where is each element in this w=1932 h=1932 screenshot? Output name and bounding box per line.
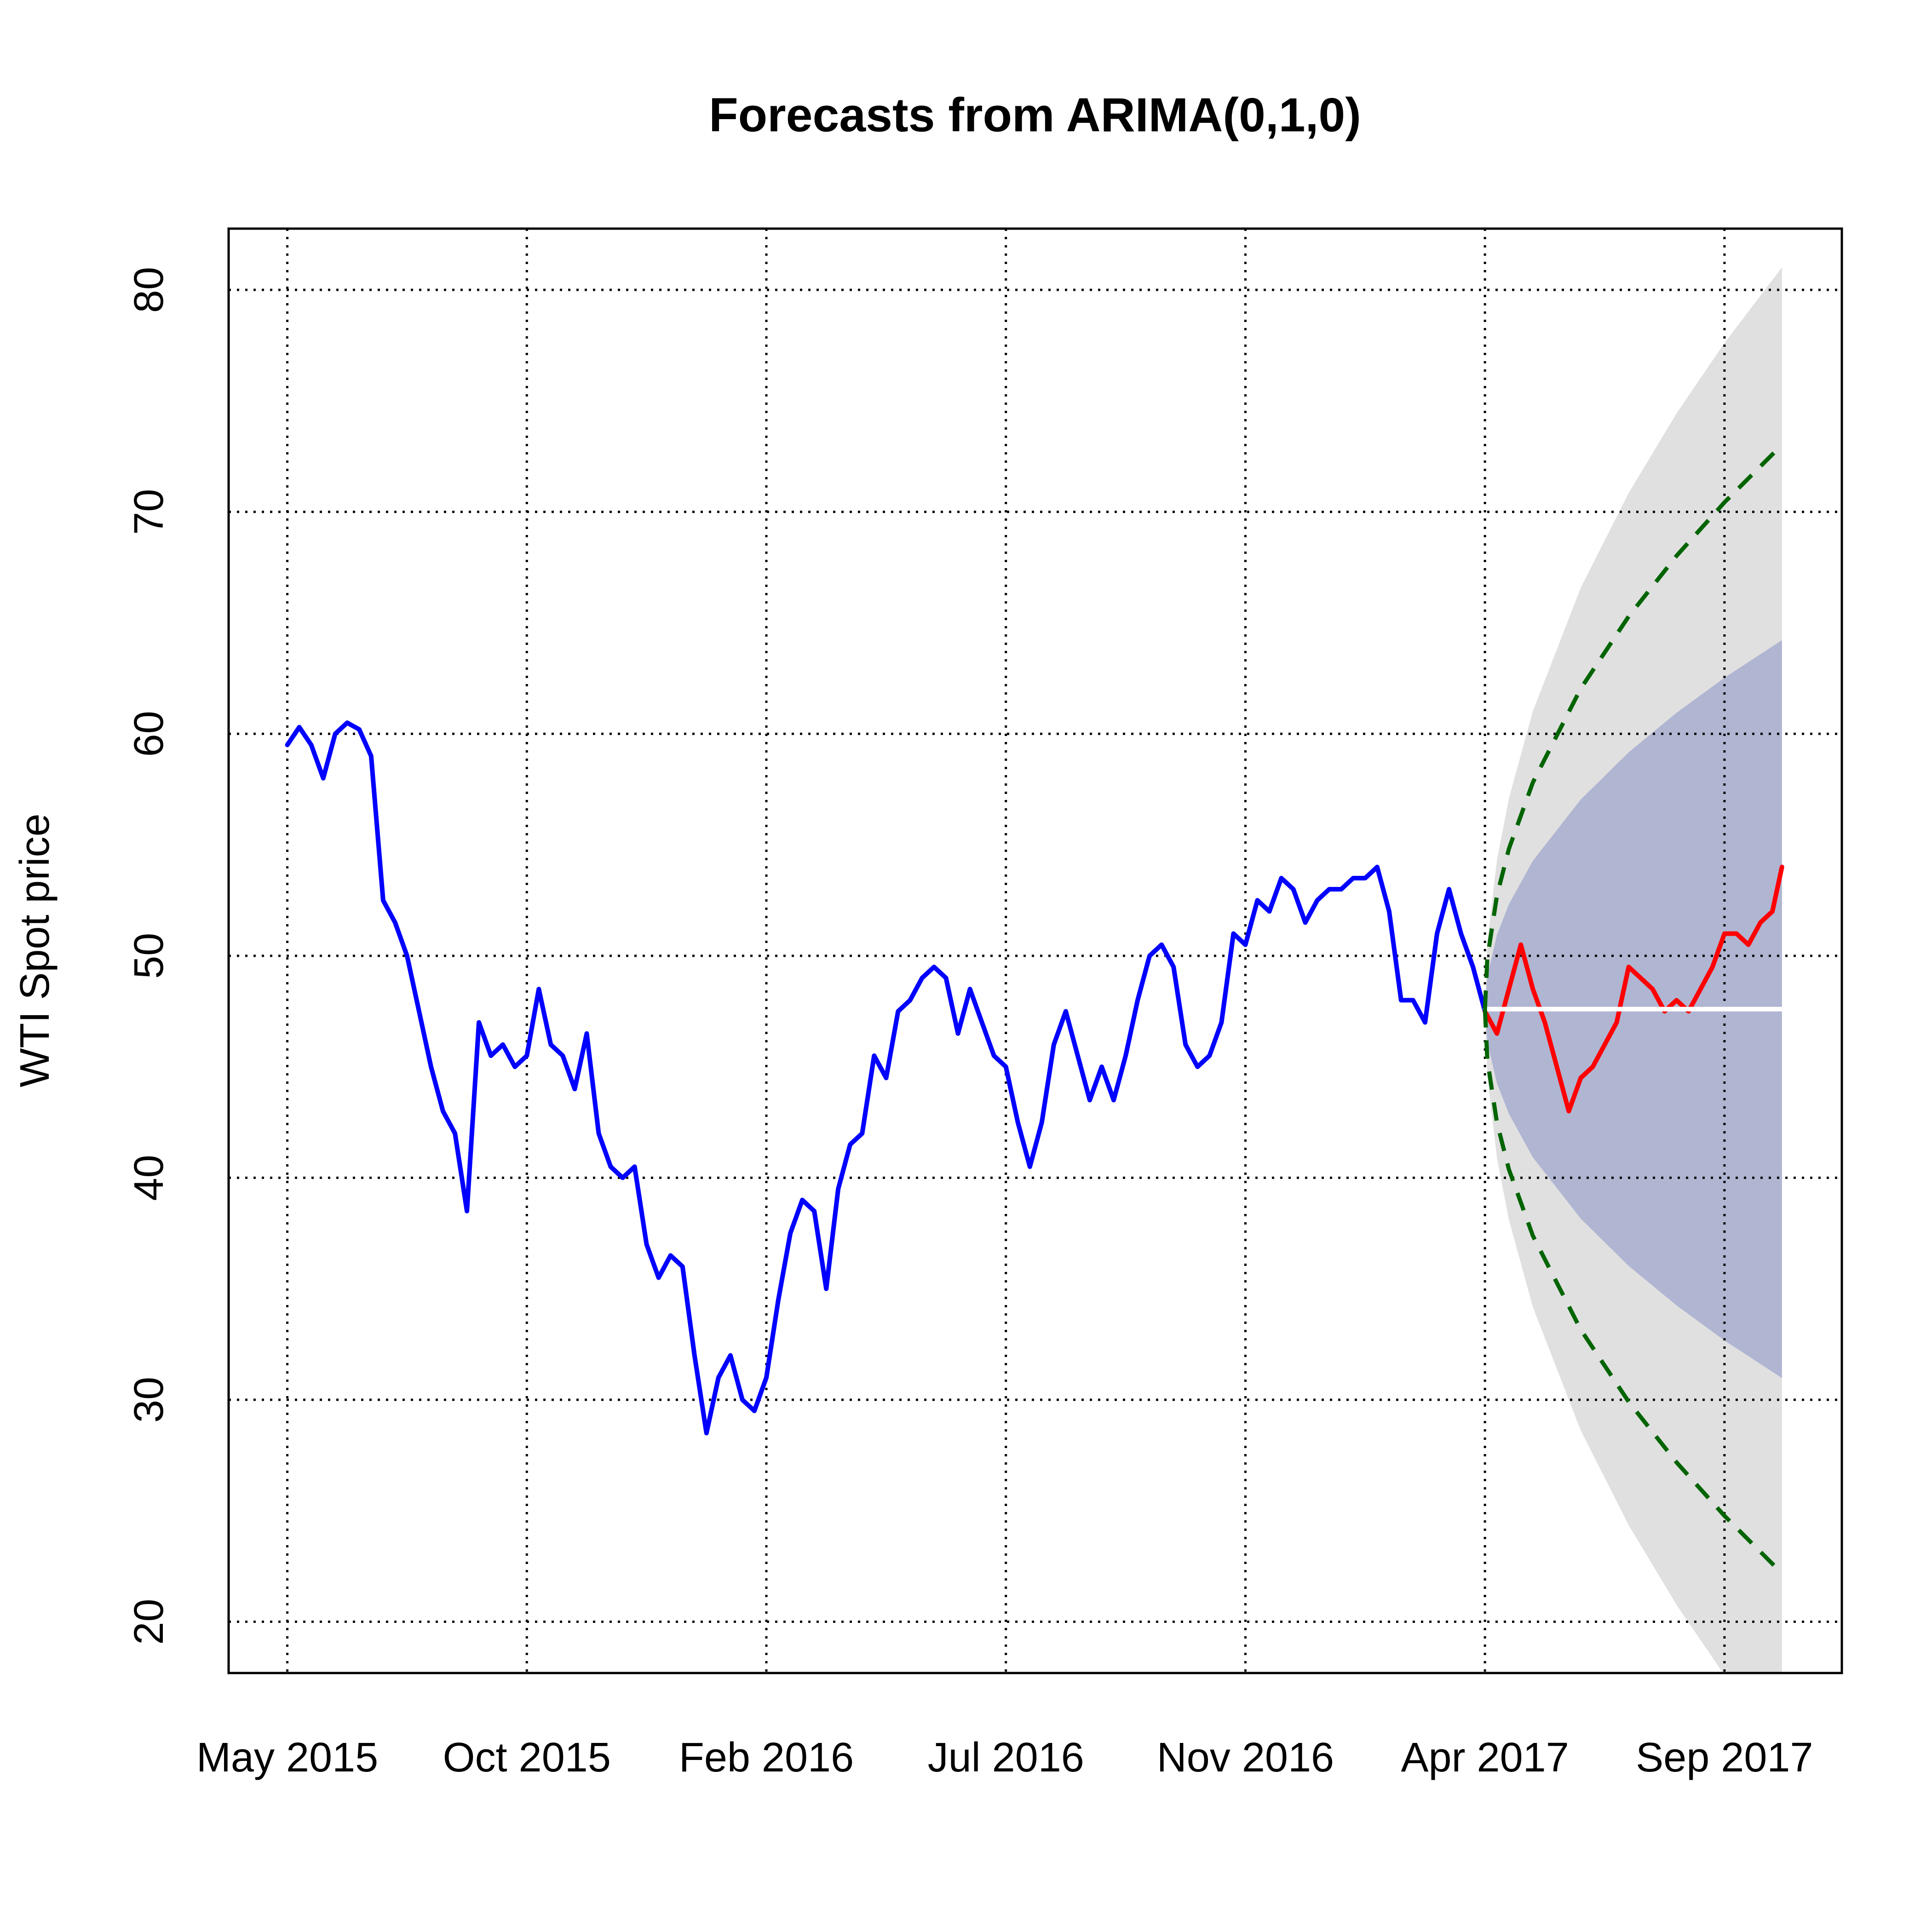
x-tick-label: Jul 2016 [928, 1735, 1084, 1781]
x-tick-label: Sep 2017 [1636, 1735, 1813, 1781]
y-tick-label: 60 [126, 711, 172, 757]
x-tick-label: Feb 2016 [679, 1735, 854, 1781]
y-axis-label: WTI Spot price [12, 813, 58, 1087]
interval-line [1483, 443, 1783, 1009]
plot-frame [227, 227, 1843, 1674]
series-line [1483, 864, 1784, 1114]
y-tick-label: 20 [126, 1598, 172, 1644]
x-tick-label: May 2015 [196, 1735, 378, 1781]
chart-title: Forecasts from ARIMA(0,1,0) [709, 88, 1361, 142]
plot-area [229, 229, 1842, 1673]
interval-line [1483, 1009, 1783, 1575]
x-tick-label: Apr 2017 [1401, 1735, 1569, 1781]
y-tick-label: 30 [126, 1377, 172, 1423]
x-tick-label: Oct 2015 [443, 1735, 611, 1781]
x-tick-label: Nov 2016 [1157, 1735, 1334, 1781]
y-tick-label: 40 [126, 1155, 172, 1201]
y-tick-label: 80 [126, 267, 172, 313]
y-tick-label: 50 [126, 933, 172, 979]
series-line [285, 720, 1488, 1436]
y-tick-label: 70 [126, 489, 172, 535]
